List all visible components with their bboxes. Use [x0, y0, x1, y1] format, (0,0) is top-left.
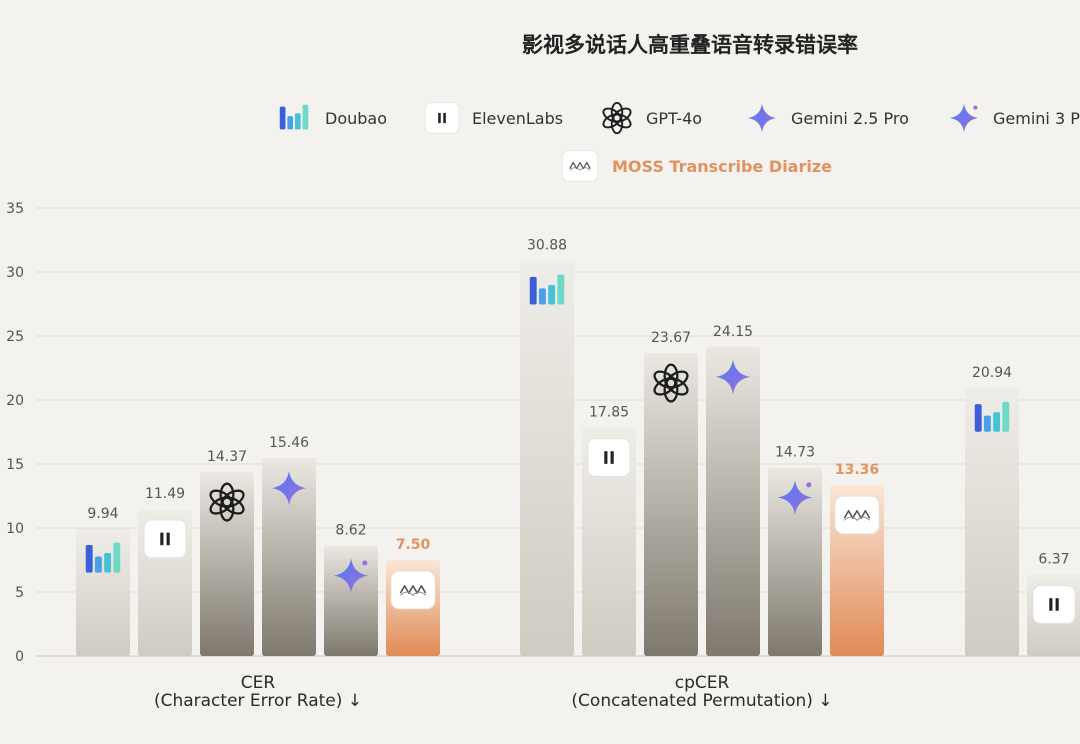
doubao-icon — [529, 274, 565, 305]
y-tick-label: 5 — [15, 585, 24, 601]
y-tick-label: 10 — [6, 521, 24, 537]
y-tick-label: 15 — [6, 457, 24, 473]
data-label: 6.37 — [1038, 551, 1069, 567]
group-sublabel: (Character Error Rate) ↓ — [154, 691, 362, 711]
y-tick-label: 30 — [6, 265, 24, 281]
gemini-sparkle-icon — [715, 359, 751, 395]
group-label: cpCER — [675, 673, 730, 693]
y-tick-label: 0 — [15, 649, 24, 665]
data-label: 24.15 — [713, 324, 753, 340]
bar — [965, 387, 1019, 656]
elevenlabs-icon — [1032, 585, 1076, 624]
openai-icon — [209, 482, 245, 522]
data-label: 20.94 — [972, 365, 1012, 381]
bar — [200, 472, 254, 656]
elevenlabs-icon — [424, 102, 460, 134]
gemini-sparkle-small-icon — [949, 103, 979, 133]
legend-entry-label: Gemini 2.5 Pro — [791, 109, 909, 128]
bar — [262, 458, 316, 656]
bar — [644, 353, 698, 656]
gemini-sparkle-small-icon — [333, 558, 369, 593]
moss-icon — [390, 570, 436, 610]
doubao-icon — [974, 401, 1010, 432]
doubao-icon — [279, 104, 309, 130]
chart-title: 影视多说话人高重叠语音转录错误率 — [522, 33, 858, 57]
elevenlabs-icon — [143, 519, 187, 559]
legend: Doubao ElevenLabs GPT-4o Gemini 2.5 Pro Gemi… — [279, 101, 1080, 182]
bar — [76, 528, 130, 656]
legend-entry-label: GPT-4o — [646, 109, 702, 128]
data-label: 17.85 — [589, 405, 629, 421]
legend-entry-label: Doubao — [325, 109, 387, 128]
group-label: CER — [241, 673, 276, 693]
data-label: 13.36 — [835, 462, 879, 478]
data-label: 11.49 — [145, 486, 185, 502]
y-tick-label: 25 — [6, 329, 24, 345]
data-label: 15.46 — [269, 435, 309, 451]
group-sublabel: (Concatenated Permutation) ↓ — [571, 691, 832, 711]
moss-icon — [561, 150, 599, 182]
bar — [582, 427, 636, 656]
bar — [706, 346, 760, 656]
bar — [520, 260, 574, 656]
legend-entry-label: MOSS Transcribe Diarize — [612, 157, 832, 176]
group-labels: CER(Character Error Rate) ↓ cpCER(Concate… — [154, 673, 833, 711]
gemini-sparkle-icon — [747, 103, 777, 133]
y-tick-label: 20 — [6, 393, 24, 409]
y-axis: 0 5 10 15 20 25 30 35 — [6, 201, 24, 665]
gemini-sparkle-icon — [271, 470, 307, 506]
bars: 9.94 11.49 14.37 15.46 8.62 7.50 30.88 17.85 23.… — [76, 238, 1080, 656]
legend-entry-label: ElevenLabs — [472, 109, 563, 128]
openai-icon — [602, 101, 632, 135]
gemini-sparkle-small-icon — [777, 480, 813, 515]
data-label: 14.73 — [775, 444, 815, 460]
bar — [768, 467, 822, 656]
doubao-icon — [85, 542, 121, 573]
data-label: 23.67 — [651, 330, 691, 346]
elevenlabs-icon — [587, 438, 631, 477]
legend-entry-label: Gemini 3 P — [993, 109, 1080, 128]
data-label: 9.94 — [87, 506, 118, 522]
moss-icon — [834, 495, 880, 535]
data-label: 7.50 — [396, 537, 431, 553]
data-label: 30.88 — [527, 238, 567, 254]
data-label: 14.37 — [207, 449, 247, 465]
openai-icon — [653, 363, 689, 403]
data-label: 8.62 — [335, 523, 366, 539]
bar — [324, 545, 378, 656]
y-tick-label: 35 — [6, 201, 24, 217]
